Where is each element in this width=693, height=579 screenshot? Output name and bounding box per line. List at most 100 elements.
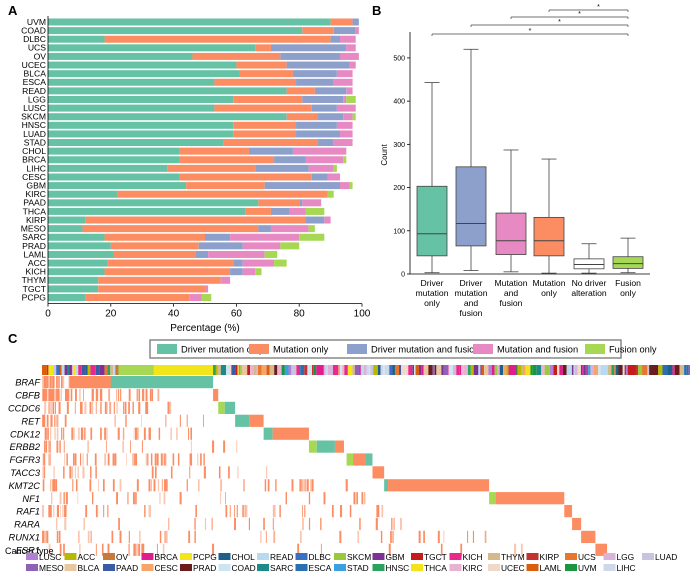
cancer-type-cell: [261, 365, 267, 375]
x-tick-label: 40: [168, 309, 180, 320]
bar-segment-pcpg-mutation-only: [85, 294, 190, 302]
alteration-tick-raf1: [85, 505, 88, 518]
legend-swatch-fusion-only: [585, 344, 605, 354]
bar-segment-kirp-driver-mutation-only: [48, 216, 86, 224]
cancer-type-cell: [333, 365, 339, 375]
cancer-type-name-kirc: KIRC: [463, 563, 483, 573]
alteration-tick-raf1: [233, 505, 235, 518]
alteration-tick-tacc3: [82, 466, 85, 479]
cancer-type-cell: [577, 365, 581, 375]
bar-segment-kirp-mutation-only: [85, 216, 306, 224]
cancer-type-cell: [325, 365, 328, 375]
x-tick-label: 60: [231, 309, 243, 320]
alteration-tick-nf1: [285, 492, 287, 505]
cancer-type-name-brca: BRCA: [155, 552, 179, 562]
cancer-type-name-kirp: KIRP: [540, 552, 560, 562]
alteration-tick-fgfr3: [157, 453, 159, 466]
bar-segment-prad-mutation-only: [110, 242, 199, 250]
alteration-tick-esr1: [440, 543, 443, 556]
alteration-tick-braf: [56, 376, 58, 389]
alteration-tick-cdk12: [123, 427, 125, 440]
alteration-tick-fgfr3: [94, 453, 97, 466]
cancer-type-cell: [600, 365, 604, 375]
cancer-type-swatch-ov: [103, 553, 115, 560]
alteration-tick-raf1: [149, 505, 151, 518]
cancer-type-name-dlbc: DLBC: [309, 552, 331, 562]
alteration-tick-ret: [46, 414, 49, 427]
cancer-type-swatch-kirp: [526, 553, 539, 560]
alteration-tick-rara: [64, 517, 66, 531]
cancer-type-cell: [400, 365, 406, 375]
x-tick-label: 100: [354, 309, 371, 320]
alteration-tick-esr1: [460, 543, 463, 556]
panel-a-category-labels: UVMCOADDLBCUCSOVUCECBLCAESCAREADLGGLUSCS…: [21, 17, 47, 303]
category-label-ucec: UCEC: [22, 60, 46, 70]
alteration-tick-runx1: [299, 530, 302, 543]
cancer-type-cell: [85, 365, 88, 375]
alteration-tick-esr1: [101, 543, 104, 556]
alteration-tick-cdk12: [63, 427, 65, 440]
alteration-tick-kmt2c: [291, 479, 294, 492]
alteration-block-nf1: [495, 492, 565, 505]
bar-segment-ov-mutation-only: [192, 52, 281, 60]
alteration-tick-ret: [114, 414, 116, 427]
category-label-chol: CHOL: [22, 146, 46, 156]
bar-segment-coad-driver-mutation-and-fusion: [333, 27, 356, 35]
cancer-type-name-coad: COAD: [232, 563, 256, 573]
alteration-tick-raf1: [95, 505, 98, 518]
cancer-type-cell: [408, 365, 413, 375]
alteration-tick-ccdc6: [79, 401, 82, 414]
cancer-type-swatch-lihc: [603, 564, 616, 571]
bar-segment-ucec-driver-mutation-and-fusion: [286, 61, 350, 69]
alteration-block-kmt2c: [384, 479, 389, 492]
bar-segment-skcm-mutation-only: [286, 113, 319, 121]
alteration-tick-kmt2c: [198, 479, 200, 492]
cancer-type-cell: [110, 365, 114, 375]
bar-segment-stad-driver-mutation-only: [48, 139, 224, 147]
alteration-tick-esr1: [134, 543, 136, 556]
alteration-tick-fgfr3: [74, 453, 77, 466]
cancer-type-swatch-luad: [642, 553, 654, 560]
gene-label-esr1: ESR1: [16, 545, 40, 555]
alteration-tick-raf1: [97, 505, 99, 518]
alteration-tick-runx1: [78, 530, 80, 543]
cancer-type-cell: [394, 365, 400, 375]
cancer-type-cell: [228, 365, 232, 375]
cancer-type-cell: [470, 365, 474, 375]
alteration-tick-tacc3: [151, 466, 154, 479]
cancer-type-name-thym: THYM: [501, 552, 525, 562]
alteration-tick-esr1: [128, 543, 130, 556]
cancer-type-cell: [392, 365, 395, 375]
alteration-tick-ccdc6: [167, 401, 170, 414]
gene-label-ret: RET: [21, 416, 41, 426]
alteration-tick-ret: [179, 414, 181, 427]
cancer-type-cell: [571, 365, 574, 375]
cancer-type-swatch-meso: [26, 564, 38, 571]
cancer-type-name-ov: OV: [116, 552, 129, 562]
cancer-type-cell: [499, 365, 504, 375]
x-category-label: fusion: [500, 298, 523, 308]
alteration-tick-fgfr3: [112, 453, 115, 466]
cancer-type-cell: [598, 365, 601, 375]
alteration-tick-kmt2c: [161, 479, 163, 492]
alteration-tick-rara: [393, 517, 395, 531]
alteration-tick-ret: [141, 414, 142, 427]
gene-label-rara: RARA: [14, 520, 40, 530]
cancer-type-cell: [81, 365, 86, 375]
alteration-tick-runx1: [380, 530, 383, 543]
alteration-tick-cdk12: [56, 427, 59, 440]
panel-c-cancer-type-legend: LUSC ACC OV BRCA PCPG CHOL READ DLBC SKCM GBM TGCT…: [26, 552, 677, 573]
alteration-tick-ccdc6: [116, 401, 118, 414]
bar-segment-paad-driver-mutation-and-fusion: [299, 199, 303, 207]
alteration-tick-kmt2c: [300, 479, 302, 492]
cancer-type-cell: [307, 365, 313, 375]
cancer-type-cell: [549, 365, 554, 375]
alteration-tick-raf1: [331, 505, 334, 518]
category-label-laml: LAML: [24, 249, 47, 259]
cancer-type-swatch-thca: [411, 564, 423, 571]
alteration-tick-raf1: [56, 505, 59, 518]
alteration-tick-esr1: [162, 543, 165, 556]
alteration-tick-ccdc6: [48, 401, 50, 414]
alteration-tick-runx1: [120, 530, 122, 543]
bar-segment-sarc-driver-mutation-and-fusion: [205, 233, 231, 241]
